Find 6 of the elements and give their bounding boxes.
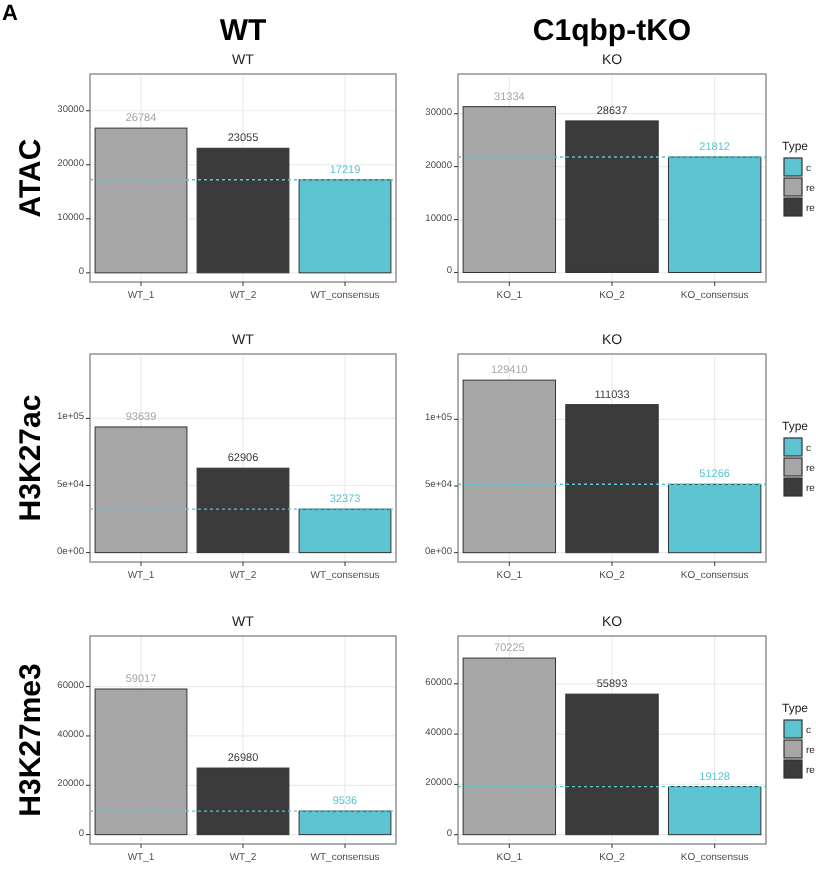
y-axis-title: H3K27me3 [14,663,48,817]
text: A [2,2,18,26]
y-axis-title: H3K27ac [14,394,48,522]
text: C1qbp-tKO [532,14,692,48]
y-axis-title: ATAC [14,138,48,218]
text: WT [219,14,267,48]
